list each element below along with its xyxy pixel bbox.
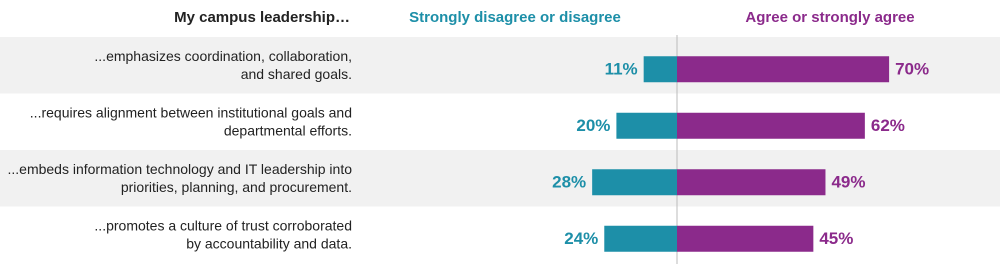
category-label: ...promotes a culture of trust corrobora… [94, 217, 352, 233]
category-label: and shared goals. [241, 66, 352, 82]
bar [643, 56, 677, 83]
bar [604, 225, 677, 252]
value-label: 11% [605, 60, 638, 79]
value-label: 49% [831, 173, 865, 192]
row-band [0, 150, 1000, 207]
category-label: ...emphasizes coordination, collaboratio… [94, 48, 352, 64]
bar [616, 112, 677, 139]
bar [677, 169, 826, 196]
category-label: ...embeds information technology and IT … [7, 161, 352, 177]
bar [677, 225, 814, 252]
category-label: ...requires alignment between institutio… [30, 104, 352, 120]
value-label: 70% [895, 60, 929, 79]
value-label: 62% [871, 116, 905, 135]
value-label: 45% [819, 229, 853, 248]
category-label: departmental efforts. [224, 122, 352, 138]
category-label: by accountability and data. [186, 235, 352, 251]
series-header: Agree or strongly agree [745, 9, 914, 26]
value-label: 28% [552, 173, 586, 192]
category-label: priorities, planning, and procurement. [121, 179, 352, 195]
category-header: My campus leadership… [174, 9, 350, 26]
value-label: 20% [576, 116, 610, 135]
bar [677, 56, 890, 83]
series-header: Strongly disagree or disagree [409, 9, 621, 26]
value-label: 24% [564, 229, 598, 248]
bar [592, 169, 677, 196]
bar [677, 112, 865, 139]
